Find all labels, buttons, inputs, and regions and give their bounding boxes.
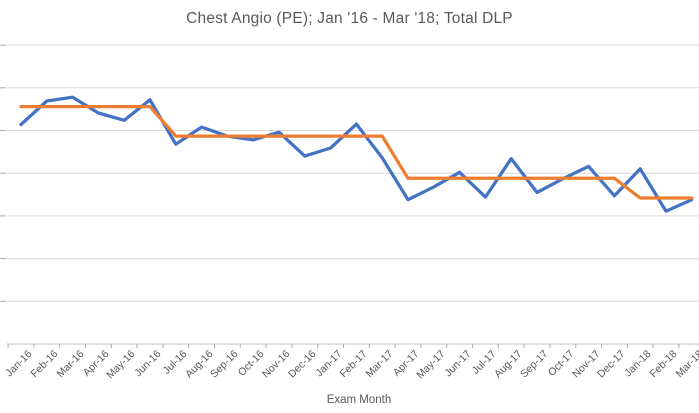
series-orange-line bbox=[19, 104, 694, 200]
series-blue-line bbox=[19, 95, 694, 213]
x-axis-title: Exam Month bbox=[326, 394, 392, 406]
chart-title: Chest Angio (PE); Jan '16 - Mar '18; Tot… bbox=[186, 10, 513, 27]
